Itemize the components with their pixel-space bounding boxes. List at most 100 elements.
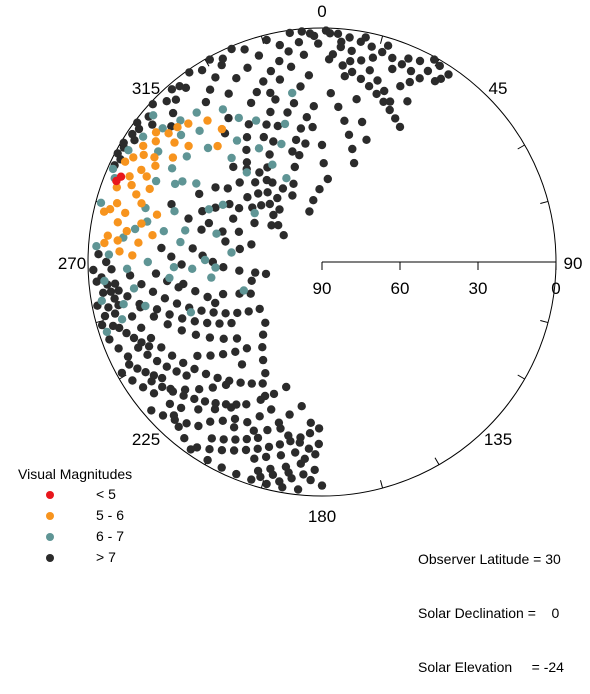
star-point bbox=[132, 190, 141, 199]
star-point bbox=[149, 389, 159, 398]
star-point bbox=[165, 310, 174, 319]
star-point bbox=[368, 53, 378, 62]
star-point bbox=[218, 416, 227, 425]
star-point bbox=[391, 114, 400, 123]
azimuth-tick bbox=[540, 200, 549, 204]
azimuth-label: 0 bbox=[317, 2, 326, 21]
star-point bbox=[211, 263, 220, 272]
star-point bbox=[385, 97, 395, 106]
star-points bbox=[89, 26, 453, 494]
azimuth-label: 135 bbox=[484, 430, 512, 449]
star-point bbox=[348, 144, 357, 154]
star-point bbox=[181, 83, 191, 93]
star-point bbox=[349, 158, 359, 168]
star-point bbox=[338, 61, 347, 70]
star-point bbox=[133, 364, 142, 373]
star-point bbox=[301, 139, 310, 148]
latitude-label: Observer Latitude = bbox=[418, 551, 542, 567]
star-point bbox=[242, 400, 251, 409]
star-point bbox=[279, 231, 288, 240]
star-point bbox=[237, 360, 247, 369]
star-point bbox=[172, 367, 181, 376]
star-point bbox=[317, 140, 327, 150]
star-point bbox=[309, 102, 318, 111]
star-point bbox=[117, 315, 127, 324]
star-point bbox=[152, 210, 162, 219]
star-point bbox=[207, 273, 216, 282]
star-point bbox=[380, 86, 389, 96]
star-point bbox=[357, 117, 367, 127]
star-point bbox=[123, 292, 132, 301]
star-point bbox=[271, 95, 280, 104]
star-point bbox=[253, 444, 262, 453]
star-point bbox=[223, 184, 232, 193]
star-point bbox=[372, 89, 381, 99]
star-point bbox=[306, 475, 315, 485]
star-point bbox=[300, 454, 309, 463]
star-point bbox=[192, 179, 201, 188]
star-point bbox=[182, 152, 191, 161]
star-point bbox=[314, 39, 323, 48]
star-point bbox=[251, 178, 260, 187]
star-point bbox=[361, 33, 370, 42]
star-point bbox=[252, 87, 261, 97]
star-point bbox=[134, 238, 143, 247]
star-point bbox=[308, 122, 317, 132]
star-point bbox=[224, 89, 233, 98]
star-point bbox=[112, 183, 122, 192]
star-point bbox=[302, 113, 311, 122]
star-point bbox=[333, 29, 343, 38]
star-point bbox=[242, 145, 251, 155]
star-point bbox=[296, 124, 306, 133]
star-point bbox=[114, 344, 123, 353]
star-point bbox=[203, 116, 212, 125]
star-point bbox=[218, 289, 228, 299]
legend-title: Visual Magnitudes bbox=[18, 466, 133, 482]
star-point bbox=[406, 66, 416, 76]
star-point bbox=[195, 189, 204, 199]
star-point bbox=[167, 200, 176, 209]
azimuth-labels: 0 45 90 135 180 225 270 315 bbox=[58, 2, 583, 526]
star-point bbox=[340, 116, 349, 126]
star-point bbox=[378, 47, 387, 57]
star-point bbox=[435, 61, 444, 71]
star-point bbox=[215, 319, 224, 328]
star-point bbox=[288, 147, 297, 156]
star-point bbox=[114, 286, 123, 295]
star-point bbox=[269, 210, 278, 220]
star-point bbox=[235, 244, 244, 254]
star-point bbox=[113, 149, 122, 158]
star-point bbox=[280, 119, 290, 129]
star-point bbox=[152, 305, 162, 314]
star-point bbox=[170, 207, 179, 216]
star-point bbox=[123, 352, 133, 361]
star-point bbox=[247, 276, 256, 285]
star-point bbox=[217, 463, 226, 472]
latitude-row: Observer Latitude = 30 bbox=[418, 550, 564, 568]
star-point bbox=[262, 120, 271, 129]
star-point bbox=[263, 188, 272, 197]
star-point bbox=[275, 56, 284, 66]
star-point bbox=[107, 265, 116, 274]
star-point bbox=[120, 157, 130, 166]
star-point bbox=[242, 344, 252, 353]
azimuth-tick bbox=[540, 320, 549, 324]
star-point bbox=[184, 214, 193, 223]
star-point bbox=[151, 176, 161, 186]
star-point bbox=[277, 139, 286, 149]
star-point bbox=[229, 446, 239, 455]
star-point bbox=[404, 54, 413, 63]
star-point bbox=[122, 264, 132, 273]
star-point bbox=[178, 314, 187, 323]
star-point bbox=[290, 162, 299, 172]
star-point bbox=[242, 168, 251, 177]
star-point bbox=[151, 161, 160, 170]
star-point bbox=[92, 242, 101, 251]
star-point bbox=[268, 160, 277, 169]
star-point bbox=[148, 287, 158, 296]
star-point bbox=[246, 98, 256, 108]
legend-item-6-7: 6 - 7 bbox=[18, 528, 198, 549]
star-point bbox=[200, 397, 210, 406]
azimuth-tick bbox=[517, 374, 525, 380]
star-point bbox=[352, 95, 361, 104]
